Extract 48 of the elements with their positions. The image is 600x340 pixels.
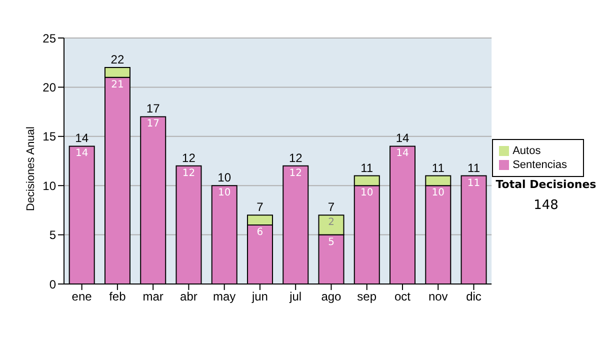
legend-label: Sentencias xyxy=(512,159,567,171)
data-label: 17 xyxy=(146,118,160,130)
y-tick-label: 15 xyxy=(42,130,56,144)
x-tick-label: mar xyxy=(142,290,164,304)
total-label: 12 xyxy=(288,150,303,165)
data-label: 12 xyxy=(289,168,302,179)
total-label: 7 xyxy=(328,200,335,214)
y-axis-title: Decisiones Anual xyxy=(24,126,37,211)
total-label: 14 xyxy=(75,131,89,146)
x-tick-label: jul xyxy=(288,290,302,304)
total-label: 22 xyxy=(110,52,124,67)
x-tick-label: may xyxy=(213,290,236,304)
total-label: 11 xyxy=(432,160,445,175)
total-label: 14 xyxy=(396,131,410,146)
y-tick-label: 25 xyxy=(42,31,56,46)
data-label: 2 xyxy=(328,217,334,228)
total-label: 7 xyxy=(256,200,264,214)
x-tick-label: feb xyxy=(109,290,126,304)
data-label: 6 xyxy=(256,226,264,238)
y-tick-label: 20 xyxy=(42,80,56,94)
data-label: 10 xyxy=(432,188,445,199)
total-label: 11 xyxy=(468,160,480,175)
data-label: 10 xyxy=(218,188,231,199)
data-label: 12 xyxy=(182,168,196,179)
data-label: 11 xyxy=(467,178,480,189)
y-tick-label: 0 xyxy=(49,277,56,292)
total-label: 10 xyxy=(218,170,232,185)
data-label: 14 xyxy=(396,148,409,160)
text: 148 xyxy=(532,198,560,213)
x-tick-label: oct xyxy=(394,290,412,304)
total-label: 11 xyxy=(360,160,374,175)
total-label: 12 xyxy=(182,150,196,165)
text: Total Decisiones xyxy=(494,178,598,191)
x-tick-label: ago xyxy=(321,290,342,304)
x-tick-label: dic xyxy=(466,290,482,304)
x-tick-label: ene xyxy=(72,290,92,304)
legend-label: Autos xyxy=(512,145,541,157)
data-label: 14 xyxy=(75,148,88,160)
y-tick-label: 10 xyxy=(42,178,56,193)
data-label: 5 xyxy=(328,236,334,248)
x-tick-label: nov xyxy=(428,290,448,304)
total-label: 17 xyxy=(146,102,160,116)
x-tick-label: sep xyxy=(357,290,377,304)
x-tick-label: abr xyxy=(180,290,198,304)
data-label: 21 xyxy=(111,79,124,90)
y-tick-label: 5 xyxy=(49,228,56,242)
x-tick-label: jun xyxy=(250,290,268,304)
data-label: 10 xyxy=(360,188,374,199)
